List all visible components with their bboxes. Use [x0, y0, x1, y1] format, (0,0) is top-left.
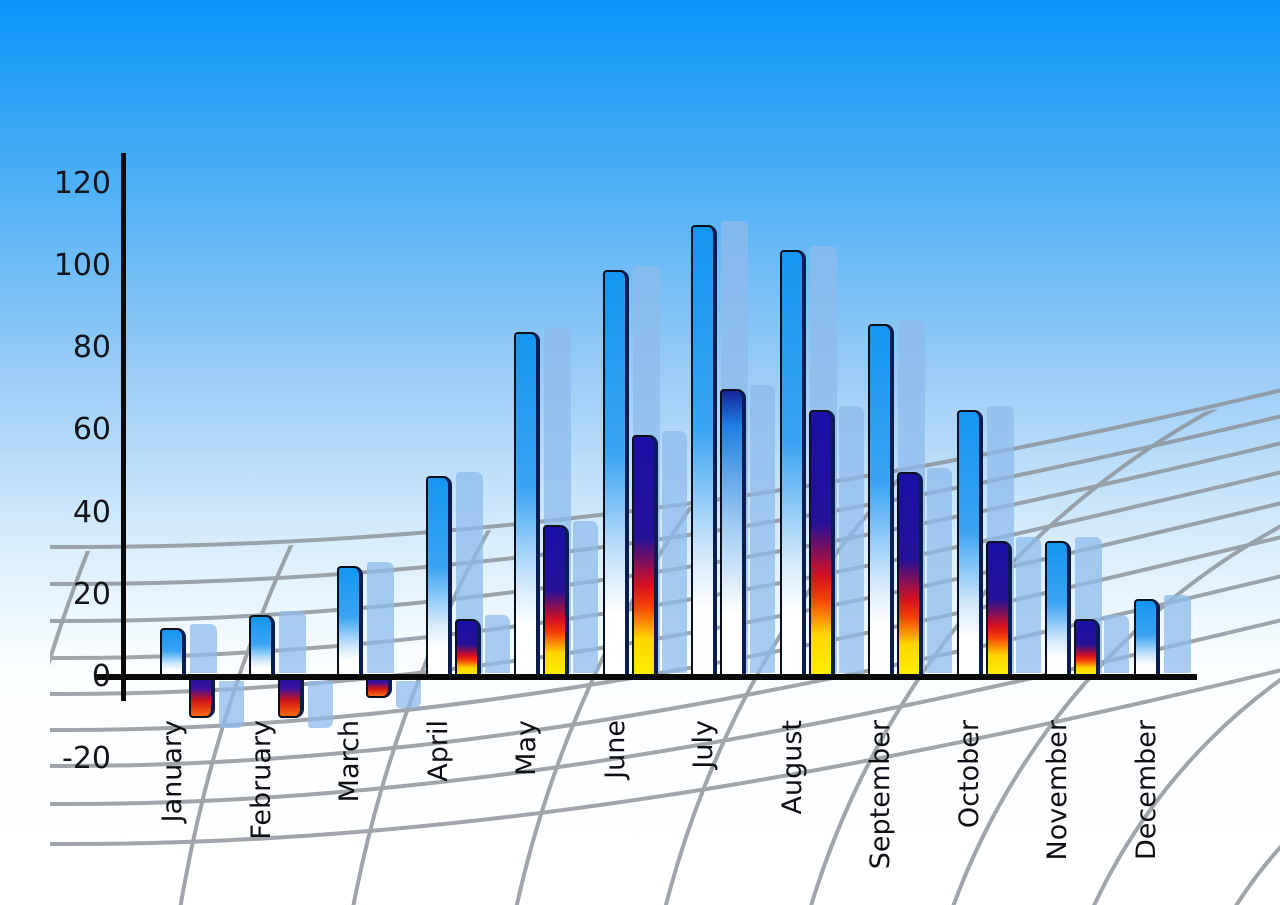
x-tick-label-september: September [865, 720, 896, 870]
bar-september-secondary [897, 471, 923, 677]
bar-shadow-september-secondary [927, 467, 952, 673]
x-tick-label-june: June [599, 720, 631, 779]
bar-june-primary [602, 270, 629, 677]
y-tick-label-60: 60 [72, 412, 111, 448]
y-tick-label-80: 80 [72, 330, 111, 366]
bar-march-primary [337, 566, 363, 677]
bar-march-secondary [366, 677, 392, 698]
x-tick-label-february: February [245, 720, 277, 840]
y-tick-label--20: -20 [62, 741, 111, 777]
bar-shadow-october-secondary [1015, 537, 1041, 673]
bar-january-primary [160, 627, 186, 677]
bar-january-secondary [189, 677, 215, 719]
y-axis-line [121, 153, 126, 701]
bar-june-secondary [631, 434, 658, 677]
y-tick-label-0: 0 [91, 659, 111, 694]
x-axis-line [96, 674, 1197, 680]
y-tick-label-20: 20 [72, 576, 111, 612]
bar-shadow-march-secondary [396, 681, 421, 708]
bar-july-primary [691, 224, 717, 677]
bar-shadow-december-primary [1163, 594, 1191, 673]
bar-may-primary [514, 331, 540, 677]
bar-december-primary [1133, 598, 1160, 677]
bar-october-primary [956, 409, 983, 677]
y-tick-label-40: 40 [72, 494, 111, 530]
y-tick-label-120: 120 [53, 165, 111, 201]
bar-shadow-november-secondary [1104, 615, 1129, 673]
x-tick-label-may: May [511, 720, 542, 776]
bar-shadow-august-secondary [838, 405, 864, 673]
x-tick-label-october: October [953, 720, 985, 829]
bar-august-secondary [808, 409, 835, 677]
bar-shadow-march-primary [367, 562, 394, 673]
bar-november-secondary [1074, 619, 1100, 677]
bar-february-primary [248, 615, 275, 677]
bar-shadow-january-secondary [219, 681, 244, 729]
bar-shadow-february-secondary [307, 681, 333, 729]
bar-february-secondary [277, 677, 304, 719]
bar-november-primary [1045, 541, 1071, 677]
bar-september-primary [868, 323, 894, 677]
x-tick-label-january: January [157, 720, 188, 823]
bar-shadow-june-secondary [661, 430, 687, 673]
bar-april-secondary [454, 619, 481, 677]
x-tick-label-november: November [1042, 720, 1073, 861]
x-tick-label-april: April [422, 720, 454, 782]
y-tick-label-100: 100 [53, 248, 111, 283]
bar-august-primary [779, 249, 806, 677]
bar-shadow-january-primary [190, 623, 217, 673]
x-tick-label-march: March [334, 720, 365, 803]
bar-shadow-february-primary [278, 611, 306, 673]
x-tick-label-december: December [1130, 720, 1162, 861]
bar-april-primary [425, 475, 452, 677]
bar-shadow-july-secondary [750, 385, 775, 673]
bar-shadow-may-secondary [573, 520, 598, 673]
bar-july-secondary [720, 389, 746, 677]
bar-october-secondary [985, 541, 1012, 677]
bar-may-secondary [543, 524, 569, 677]
x-tick-label-august: August [776, 720, 808, 815]
bar-shadow-april-secondary [484, 615, 510, 673]
x-tick-label-july: July [688, 720, 719, 769]
